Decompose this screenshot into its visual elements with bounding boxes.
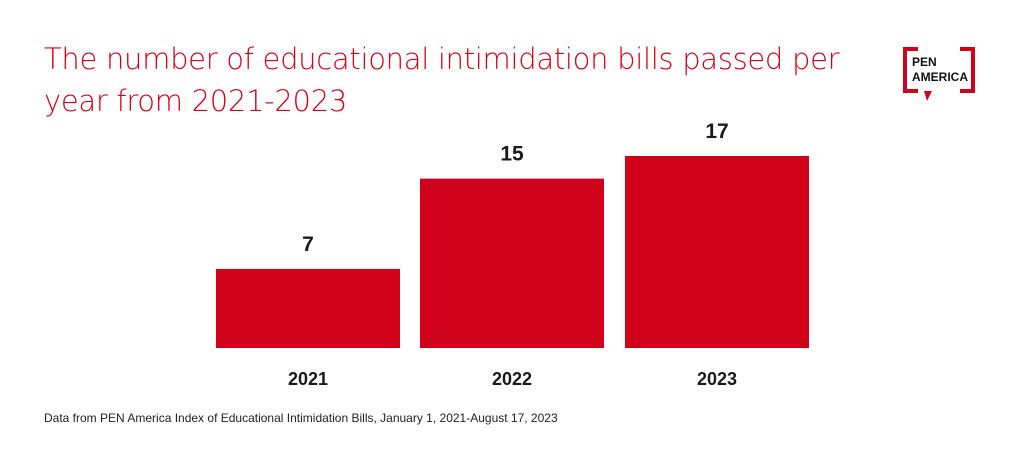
category-labels-group: 2021 2022 2023 bbox=[288, 369, 737, 389]
value-labels-group: 7 15 17 bbox=[302, 120, 729, 256]
bar-2023 bbox=[625, 156, 809, 348]
category-label-2022: 2022 bbox=[492, 369, 532, 389]
bars-group bbox=[216, 156, 809, 348]
source-note: Data from PEN America Index of Education… bbox=[44, 411, 558, 425]
bar-2022 bbox=[420, 178, 604, 348]
bar-2021 bbox=[216, 268, 400, 348]
data-label-2021: 7 bbox=[302, 233, 314, 256]
chart-title: The number of educational intimidation b… bbox=[44, 42, 840, 118]
category-label-2023: 2023 bbox=[697, 369, 737, 389]
pen-america-logo: PEN AMERICA bbox=[902, 46, 976, 104]
category-label-2021: 2021 bbox=[288, 369, 328, 389]
logo-line-2: AMERICA bbox=[912, 70, 968, 84]
data-label-2023: 17 bbox=[705, 120, 728, 143]
data-label-2022: 15 bbox=[500, 143, 524, 166]
pen-america-logo-mark: PEN AMERICA bbox=[903, 47, 975, 101]
logo-line-1: PEN bbox=[912, 55, 937, 69]
